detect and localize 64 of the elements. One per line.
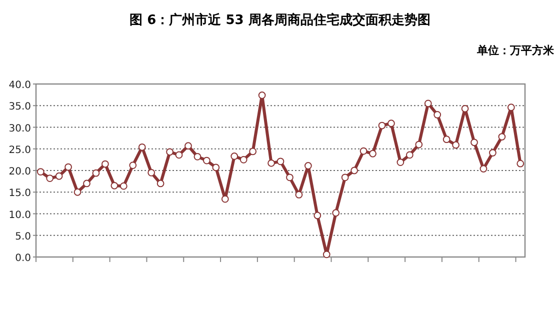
point <box>304 162 312 170</box>
point <box>498 133 506 140</box>
point <box>194 152 202 160</box>
y-tick-label: 10.0 <box>8 210 31 221</box>
point <box>507 104 515 112</box>
point <box>314 212 322 220</box>
point <box>156 180 164 188</box>
point <box>46 174 54 182</box>
point <box>129 162 137 170</box>
chart-title: 图 6：广州市近 53 周各周商品住宅成交面积走势图 <box>130 12 430 28</box>
point <box>295 191 303 198</box>
point <box>221 195 229 203</box>
y-tick-label: 20.0 <box>8 166 31 178</box>
point <box>332 209 340 217</box>
y-tick-label: 35.0 <box>8 102 31 113</box>
point <box>120 182 128 190</box>
point <box>442 136 450 144</box>
point <box>378 122 386 130</box>
point <box>369 150 376 158</box>
point <box>276 158 284 166</box>
point <box>110 182 118 190</box>
point <box>350 166 358 174</box>
point <box>341 174 349 182</box>
point <box>148 168 156 176</box>
point <box>461 104 469 112</box>
point <box>92 169 100 177</box>
point <box>415 140 423 148</box>
point <box>424 100 432 108</box>
y-tick-label: 5.0 <box>15 231 31 242</box>
point <box>396 158 404 166</box>
point <box>230 152 238 160</box>
point <box>434 111 442 118</box>
point <box>55 172 63 180</box>
point <box>406 151 414 159</box>
point <box>489 149 496 156</box>
point <box>240 156 248 164</box>
point <box>166 148 174 156</box>
point <box>175 151 183 159</box>
y-tick-label: 15.0 <box>8 188 31 200</box>
text: 单位：万平方米 <box>476 44 555 57</box>
point <box>249 148 257 156</box>
point <box>470 138 478 146</box>
point <box>74 188 82 196</box>
point <box>202 156 210 164</box>
y-tick-label: 40.0 <box>8 80 31 91</box>
point <box>102 160 109 168</box>
point <box>516 160 524 168</box>
point <box>452 141 460 149</box>
point <box>212 164 220 172</box>
point <box>36 168 44 176</box>
point <box>388 120 395 128</box>
y-tick-label: 30.0 <box>8 123 31 134</box>
point <box>184 142 192 150</box>
point <box>322 250 330 258</box>
point <box>64 163 72 171</box>
point <box>138 143 146 151</box>
point <box>286 174 294 182</box>
point <box>258 92 266 99</box>
point <box>360 147 368 155</box>
y-tick-label: 0.0 <box>15 253 31 264</box>
point <box>480 165 488 172</box>
point <box>268 159 275 167</box>
y-tick-label: 25.0 <box>8 144 31 156</box>
point <box>83 180 90 188</box>
